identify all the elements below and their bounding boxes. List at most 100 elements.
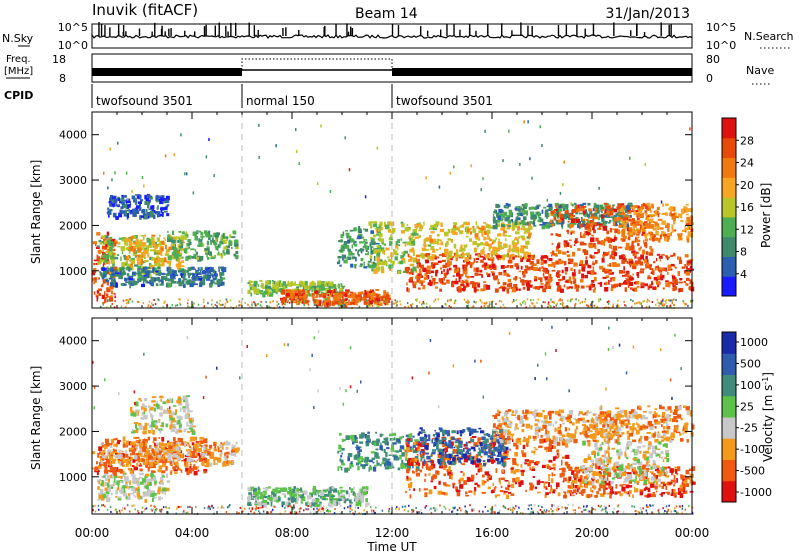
heatmap-cell	[505, 239, 507, 242]
station-title: Inuvik (fitACF)	[92, 1, 198, 19]
heatmap-cell	[554, 253, 557, 256]
nsky-tick-bottom: 10^0	[58, 39, 88, 52]
heatmap-cell	[341, 240, 343, 243]
heatmap-cell	[137, 268, 140, 272]
heatmap-cell	[474, 301, 476, 303]
heatmap-cell	[121, 262, 125, 267]
heatmap-cell	[567, 251, 569, 253]
heatmap-cell	[323, 298, 325, 300]
heatmap-cell	[462, 288, 465, 291]
heatmap-cell	[189, 410, 193, 412]
heatmap-cell	[369, 303, 371, 305]
heatmap-cell	[455, 255, 458, 258]
heatmap-cell	[564, 261, 567, 265]
heatmap-cell	[152, 396, 156, 398]
heatmap-cell	[308, 304, 310, 306]
heatmap-cell	[327, 290, 332, 293]
heatmap-cell	[298, 298, 300, 300]
heatmap-cell	[671, 224, 673, 229]
heatmap-cell	[691, 287, 695, 292]
heatmap-cell	[437, 234, 440, 237]
heatmap-cell	[470, 231, 472, 234]
heatmap-cell	[315, 299, 317, 301]
heatmap-cell	[531, 177, 533, 180]
heatmap-cell	[226, 442, 230, 446]
heatmap-cell	[230, 299, 232, 301]
heatmap-cell	[578, 270, 580, 274]
heatmap-cell	[113, 455, 117, 457]
heatmap-cell	[680, 220, 683, 222]
heatmap-cell	[687, 268, 690, 270]
heatmap-cell	[567, 300, 569, 302]
heatmap-cell	[685, 283, 687, 285]
heatmap-cell	[423, 285, 426, 288]
heatmap-cell	[531, 265, 533, 270]
heatmap-cell	[163, 455, 165, 457]
heatmap-cell	[435, 256, 436, 258]
heatmap-cell	[684, 264, 686, 267]
heatmap-cell	[618, 305, 620, 307]
heatmap-cell	[442, 265, 446, 269]
heatmap-cell	[536, 302, 538, 304]
heatmap-cell	[190, 464, 192, 466]
heatmap-cell	[408, 237, 410, 239]
heatmap-cell	[194, 236, 197, 241]
heatmap-cell	[114, 282, 116, 287]
heatmap-cell	[390, 252, 392, 255]
heatmap-cell	[156, 283, 159, 286]
heatmap-cell	[186, 454, 190, 456]
heatmap-cell	[187, 305, 189, 307]
heatmap-cell	[401, 230, 405, 234]
heatmap-cell	[563, 161, 565, 164]
heatmap-cell	[346, 257, 348, 260]
heatmap-cell	[124, 278, 127, 282]
heatmap-cell	[148, 467, 150, 472]
heatmap-cell	[611, 288, 614, 291]
heatmap-cell	[193, 191, 195, 194]
heatmap-cell	[214, 448, 216, 451]
heatmap-cell	[659, 256, 663, 259]
heatmap-cell	[508, 225, 512, 227]
colorbar-tick-label: 28	[740, 134, 754, 147]
heatmap-cell	[109, 443, 113, 445]
heatmap-cell	[151, 264, 153, 267]
heatmap-cell	[154, 277, 156, 281]
heatmap-cell	[410, 268, 412, 272]
heatmap-cell	[453, 165, 455, 168]
heatmap-cell	[515, 255, 518, 257]
heatmap-cell	[99, 293, 102, 296]
heatmap-cell	[123, 493, 127, 497]
heatmap-cell	[477, 225, 479, 227]
heatmap-cell	[216, 301, 218, 303]
heatmap-cell	[109, 148, 111, 151]
heatmap-cell	[665, 300, 667, 302]
heatmap-cell	[549, 258, 553, 261]
heatmap-cell	[416, 300, 418, 302]
heatmap-cell	[519, 256, 522, 259]
heatmap-cell	[483, 222, 486, 224]
heatmap-cell	[486, 285, 490, 290]
heatmap-cell	[512, 288, 516, 292]
heatmap-cell	[465, 244, 467, 247]
heatmap-cell	[102, 278, 104, 280]
heatmap-cell	[675, 286, 677, 290]
heatmap-cell	[145, 442, 147, 447]
heatmap-cell	[98, 456, 100, 458]
heatmap-cell	[549, 304, 551, 306]
heatmap-cell	[538, 213, 540, 217]
heatmap-cell	[575, 240, 577, 244]
heatmap-cell	[491, 271, 495, 273]
heatmap-cell	[104, 297, 107, 299]
heatmap-cell	[221, 304, 223, 306]
heatmap-cell	[335, 301, 336, 304]
heatmap-cell	[220, 450, 222, 452]
heatmap-cell	[580, 232, 581, 237]
heatmap-cell	[224, 463, 226, 466]
heatmap-cell	[460, 245, 462, 249]
heatmap-cell	[638, 218, 640, 220]
nsky-label: N.Sky	[2, 32, 34, 45]
heatmap-cell	[427, 255, 430, 259]
heatmap-cell	[338, 256, 342, 259]
heatmap-cell	[576, 289, 578, 292]
